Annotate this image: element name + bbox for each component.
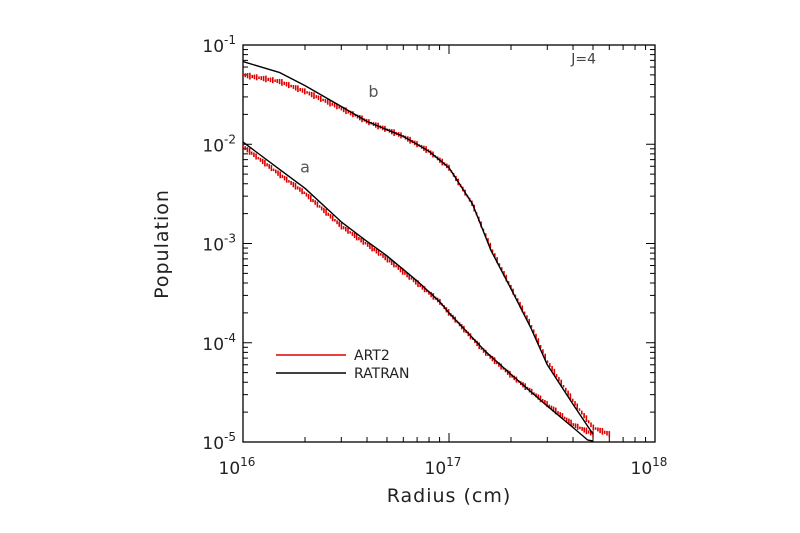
y-tick-label: 10-4 — [202, 331, 236, 355]
series-layer — [242, 60, 611, 442]
x-axis-title: Radius (cm) — [387, 485, 512, 507]
y-axis-title: Population — [151, 189, 173, 299]
x-tick-label: 1018 — [631, 455, 668, 479]
art2-curve-a — [242, 145, 594, 438]
ratran-curve-b — [242, 60, 594, 435]
annotation-curve-a: a — [300, 157, 310, 176]
x-tick-label: 1017 — [425, 455, 462, 479]
ratran-curve-a — [242, 141, 594, 442]
legend: ART2 RATRAN — [276, 348, 409, 382]
annotation-curve-b: b — [368, 82, 378, 101]
x-tick-label: 1016 — [219, 455, 256, 479]
legend-art2-label: ART2 — [354, 348, 390, 364]
y-tick-labels: 10-5 10-4 10-3 10-2 10-1 — [202, 33, 236, 454]
x-tick-labels: 1016 1017 1018 — [219, 455, 668, 479]
axis-ticks — [242, 45, 655, 443]
art2-curve-b — [242, 72, 611, 438]
y-tick-label: 10-2 — [202, 132, 236, 156]
plot-frame — [242, 44, 656, 443]
annotations: J=4 b a — [300, 52, 596, 177]
y-tick-label: 10-1 — [202, 33, 236, 57]
legend-ratran-label: RATRAN — [354, 366, 409, 382]
y-tick-label: 10-3 — [202, 232, 236, 256]
y-tick-label: 10-5 — [202, 430, 236, 454]
annotation-j-label: J=4 — [570, 52, 596, 68]
